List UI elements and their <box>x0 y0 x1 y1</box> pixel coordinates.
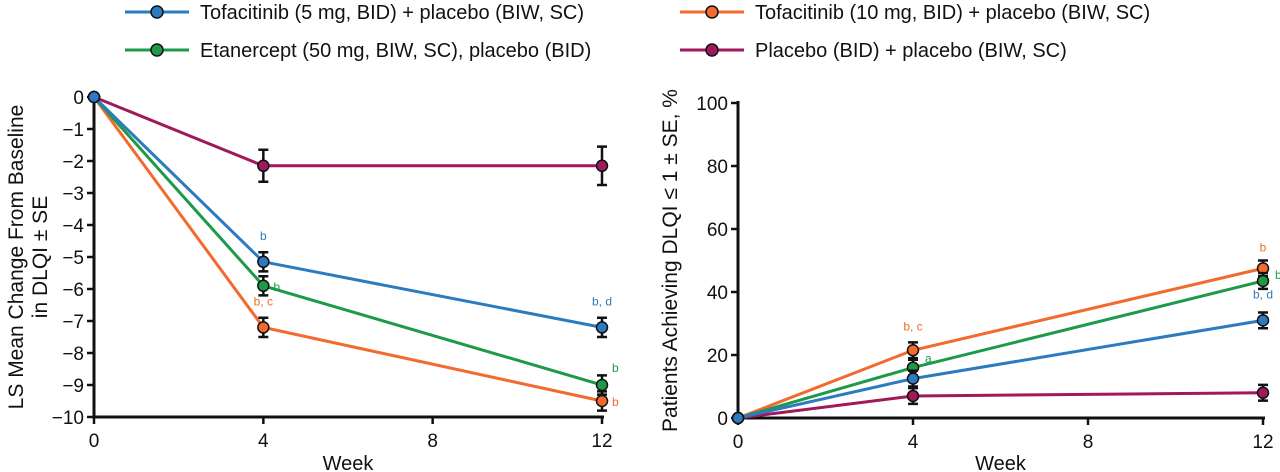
y-tick-label: −4 <box>62 216 84 237</box>
legend-item: Tofacitinib (10 mg, BID) + placebo (BIW,… <box>680 2 1150 24</box>
series-0 <box>737 318 1264 420</box>
series-0 <box>92 95 603 329</box>
y-tick-label: 20 <box>707 346 728 367</box>
significance-annotation: b, c <box>903 319 922 333</box>
x-tick-label: 0 <box>89 431 100 452</box>
y-tick-label: 100 <box>696 94 728 115</box>
left-chart-dlqi-change: 0 4 8 12 0 −1 −2 −3 −4 −5 −6 −7 −8 −9 −10 Week LS Mean C… <box>5 88 619 472</box>
legend-marker <box>705 43 719 57</box>
legend-item: Tofacitinib (5 mg, BID) + placebo (BIW, … <box>125 2 584 24</box>
legend-label: Tofacitinib (10 mg, BID) + placebo (BIW,… <box>755 2 1150 24</box>
series-3 <box>93 95 602 168</box>
series-2 <box>737 279 1264 420</box>
data-point <box>906 372 920 385</box>
x-tick-label: 12 <box>1252 432 1273 453</box>
series-line <box>92 95 603 329</box>
significance-annotation: b, d <box>592 294 612 308</box>
y-tick-label: −7 <box>62 312 84 333</box>
significance-annotation: b <box>260 229 267 243</box>
y-tick-label: 0 <box>717 409 728 430</box>
series-line <box>92 96 603 403</box>
data-point <box>1256 274 1270 288</box>
significance-annotation: a <box>925 352 932 366</box>
data-point <box>87 90 101 104</box>
x-tick-label: 8 <box>427 431 438 452</box>
y-tick-label: −3 <box>62 184 84 205</box>
legend-item: Placebo (BID) + placebo (BIW, SC) <box>680 40 1067 62</box>
series-line <box>737 279 1264 420</box>
series-line <box>93 95 602 168</box>
y-tick-label: −5 <box>62 248 84 269</box>
x-tick-label: 0 <box>733 432 744 453</box>
data-point <box>257 321 270 334</box>
data-point <box>1256 314 1270 327</box>
data-point <box>731 411 745 425</box>
legend: Tofacitinib (5 mg, BID) + placebo (BIW, … <box>125 2 1150 62</box>
x-axis-label: Week <box>323 453 375 472</box>
x-tick-label: 4 <box>908 432 919 453</box>
legend-item: Etanercept (50 mg, BIW, SC), placebo (BI… <box>125 40 591 62</box>
y-axis-label: LS Mean Change From Baseline <box>5 105 28 410</box>
y-tick-label: 60 <box>707 220 728 241</box>
data-point <box>595 394 609 408</box>
series-1 <box>92 96 603 403</box>
significance-annotation: b <box>1275 268 1280 282</box>
data-point <box>595 321 609 334</box>
x-tick-label: 8 <box>1083 432 1094 453</box>
x-axis-label: Week <box>975 453 1027 472</box>
significance-annotation: b <box>1260 240 1267 254</box>
legend-marker <box>150 5 164 19</box>
y-tick-label: 0 <box>73 88 84 109</box>
y-tick-label: −10 <box>52 408 84 429</box>
data-point <box>257 159 270 173</box>
series-line <box>737 318 1264 420</box>
y-axis-label: Patients Achieving DLQI ≤ 1 ± SE, % <box>659 89 682 432</box>
y-tick-label: −1 <box>62 120 84 141</box>
data-point <box>257 255 270 269</box>
data-point <box>906 389 920 403</box>
y-tick-label: −6 <box>62 280 84 301</box>
y-tick-label: 80 <box>707 157 728 178</box>
significance-annotation: b <box>612 395 619 409</box>
legend-marker <box>150 43 164 57</box>
significance-annotation: b <box>612 361 619 375</box>
right-chart-dlqi-le1: 0 4 8 12 0 20 40 60 80 100 Week Patients Achieving … <box>659 89 1280 472</box>
y-tick-label: −9 <box>62 376 84 397</box>
legend-label: Tofacitinib (5 mg, BID) + placebo (BIW, … <box>200 2 584 24</box>
significance-annotation: b, c <box>254 294 273 308</box>
series-line <box>92 95 603 387</box>
legend-label: Placebo (BID) + placebo (BIW, SC) <box>755 40 1067 62</box>
data-point <box>1256 386 1270 400</box>
significance-annotation: b <box>273 280 280 294</box>
x-tick-label: 4 <box>258 431 269 452</box>
legend-marker <box>705 5 719 19</box>
data-point <box>257 279 270 293</box>
y-axis-label: in DLQI ± SE <box>29 196 52 318</box>
series-2 <box>92 95 603 387</box>
legend-label: Etanercept (50 mg, BIW, SC), placebo (BI… <box>200 40 591 62</box>
x-tick-label: 12 <box>591 431 612 452</box>
y-tick-label: 40 <box>707 283 728 304</box>
data-point <box>595 159 609 173</box>
significance-annotation: b, d <box>1253 287 1273 301</box>
y-tick-label: −8 <box>62 344 84 365</box>
y-tick-label: −2 <box>62 152 84 173</box>
data-point <box>906 344 920 357</box>
data-point <box>595 378 609 392</box>
